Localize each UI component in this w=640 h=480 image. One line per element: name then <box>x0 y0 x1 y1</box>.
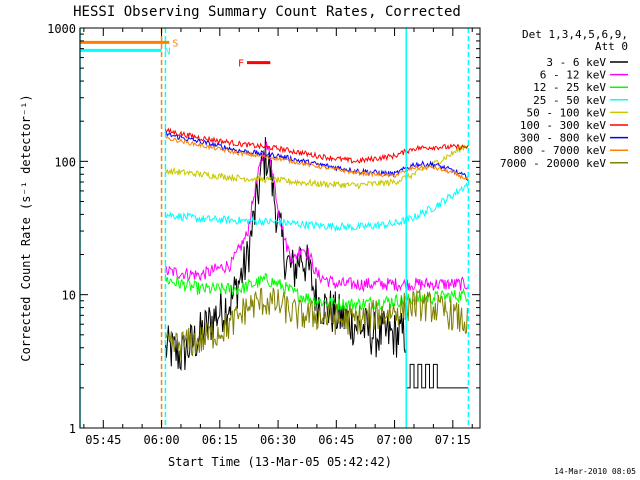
series-line-5 <box>164 127 469 164</box>
series-layer <box>164 127 469 389</box>
series-line-3 <box>165 180 469 233</box>
legend-entry-3: 25 - 50 keV <box>533 94 606 107</box>
axis-layer: 05:45 06:00 06:15 06:30 06:45 07:00 07:15 1 10 10… <box>47 22 480 447</box>
plot-frame <box>79 27 481 429</box>
legend-entry-8: 7000 - 20000 keV <box>500 157 606 170</box>
x-tick-label-2: 06:15 <box>202 433 238 447</box>
series-line-4 <box>164 144 469 190</box>
flag-label-F: F <box>238 59 244 70</box>
series-line-2 <box>164 272 469 311</box>
y-tick-label-0: 1 <box>69 422 76 436</box>
y-tick-label-2: 100 <box>54 155 76 169</box>
timestamp: 14-Mar-2010 08:05 <box>554 467 636 476</box>
legend-entry-0: 3 - 6 keV <box>546 56 606 69</box>
y-tick-label-1: 10 <box>62 289 76 303</box>
legend-header-1: Att 0 <box>595 40 628 53</box>
legend-entry-4: 50 - 100 keV <box>527 106 607 119</box>
x-tick-label-6: 07:15 <box>435 433 471 447</box>
y-tick-label-3: 1000 <box>47 22 76 36</box>
x-axis-label: Start Time (13-Mar-05 05:42:42) <box>168 455 392 469</box>
legend-entry-2: 12 - 25 keV <box>533 81 606 94</box>
flag-layer: SN F <box>80 38 271 70</box>
series-line-7 <box>165 135 469 181</box>
series-line-6 <box>165 131 469 181</box>
x-tick-label-3: 06:30 <box>260 433 296 447</box>
chart-title: HESSI Observing Summary Count Rates, Cor… <box>73 4 461 20</box>
x-tick-label-0: 05:45 <box>85 433 121 447</box>
x-tick-label-4: 06:45 <box>318 433 354 447</box>
y-axis-label: Corrected Count Rate (s⁻¹ detector⁻¹) <box>19 94 33 361</box>
series-line-9 <box>406 363 469 389</box>
legend-header-0: Det 1,3,4,5,6,9, <box>522 28 628 41</box>
series-line-1 <box>164 141 469 293</box>
legend-entry-7: 800 - 7000 keV <box>513 144 606 157</box>
series-line-8 <box>164 287 469 360</box>
legend-entry-6: 300 - 800 keV <box>520 132 606 145</box>
flag-label-N: N <box>165 46 171 57</box>
x-tick-label-5: 07:00 <box>377 433 413 447</box>
legend-entry-1: 6 - 12 keV <box>540 69 607 82</box>
x-tick-label-1: 06:00 <box>143 433 179 447</box>
flag-label-S: S <box>172 38 178 49</box>
legend-entry-5: 100 - 300 keV <box>520 119 606 132</box>
